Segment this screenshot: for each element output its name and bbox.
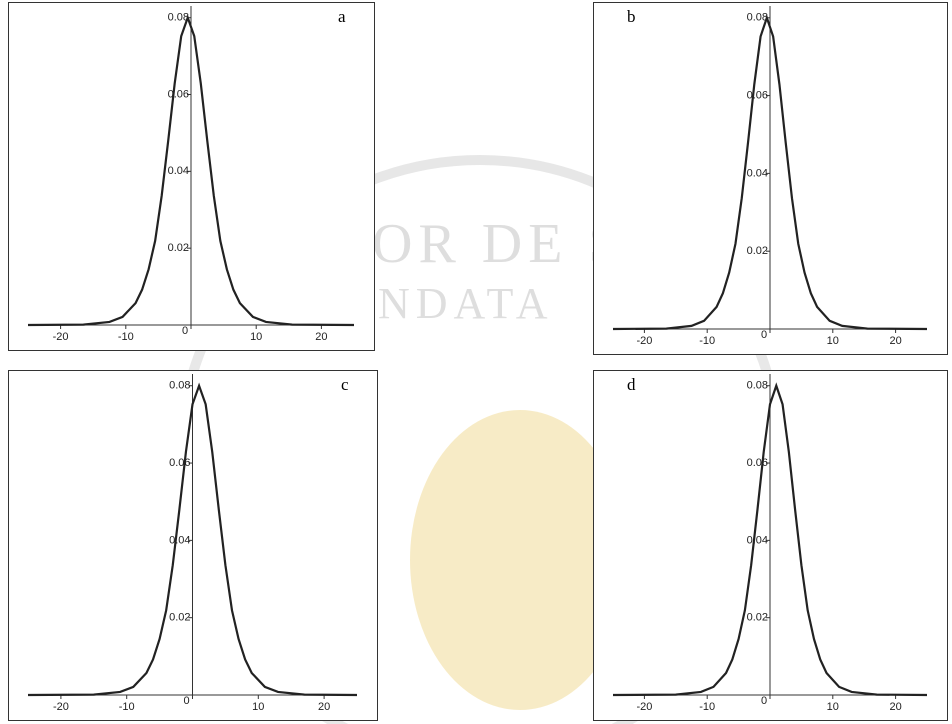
y-tick-label: 0.02 bbox=[747, 245, 768, 257]
y-tick-label: 0.02 bbox=[747, 612, 768, 624]
y-tick-label: 0.04 bbox=[747, 167, 768, 179]
x-tick-label: 10 bbox=[252, 701, 264, 713]
y-tick-label: 0.08 bbox=[747, 380, 768, 392]
figure: OR DE S NDATA -20 -10 0 10 20 0.02 0.04 0.06 0.0… bbox=[0, 0, 952, 724]
x-tick-label: -20 bbox=[53, 701, 69, 713]
y-tick-label: 0.06 bbox=[169, 457, 190, 469]
x-tick-label: -20 bbox=[636, 335, 652, 347]
panel-label: b bbox=[627, 7, 636, 26]
y-tick-label: 0.04 bbox=[747, 534, 768, 546]
x-tick-label: 20 bbox=[315, 331, 327, 343]
y-tick-label: 0.08 bbox=[169, 380, 190, 392]
x-tick-label: 0 bbox=[761, 695, 767, 707]
x-tick-label: -20 bbox=[636, 701, 652, 713]
x-tick-label: -20 bbox=[53, 331, 69, 343]
x-tick-label: 20 bbox=[889, 335, 901, 347]
x-tick-label: 20 bbox=[889, 701, 901, 713]
y-tick-label: 0.04 bbox=[168, 165, 189, 177]
watermark-text: NDATA bbox=[378, 279, 554, 328]
x-tick-label: 10 bbox=[827, 701, 839, 713]
x-tick-label: 0 bbox=[761, 329, 767, 341]
x-tick-label: 10 bbox=[827, 335, 839, 347]
panel: -20 -10 0 10 20 0.02 0.04 0.06 0.08 d bbox=[594, 371, 948, 721]
panel: -20 -10 0 10 20 0.02 0.04 0.06 0.08 c bbox=[9, 371, 378, 721]
x-tick-label: 10 bbox=[250, 331, 262, 343]
x-tick-label: -10 bbox=[699, 701, 715, 713]
panel-label: c bbox=[341, 375, 349, 394]
panel-label: d bbox=[627, 375, 636, 394]
x-tick-label: 20 bbox=[318, 701, 330, 713]
y-tick-label: 0.06 bbox=[747, 89, 768, 101]
x-tick-label: -10 bbox=[118, 331, 134, 343]
x-tick-label: -10 bbox=[699, 335, 715, 347]
y-tick-label: 0.02 bbox=[168, 242, 189, 254]
y-tick-label: 0.06 bbox=[168, 88, 189, 100]
y-tick-label: 0.04 bbox=[169, 534, 190, 546]
panel-label: a bbox=[338, 7, 346, 26]
watermark-text: OR DE S bbox=[372, 213, 626, 275]
y-tick-label: 0.06 bbox=[747, 457, 768, 469]
x-tick-label: -10 bbox=[119, 701, 135, 713]
x-tick-label: 0 bbox=[183, 695, 189, 707]
x-tick-label: 0 bbox=[182, 325, 188, 337]
y-tick-label: 0.02 bbox=[169, 612, 190, 624]
